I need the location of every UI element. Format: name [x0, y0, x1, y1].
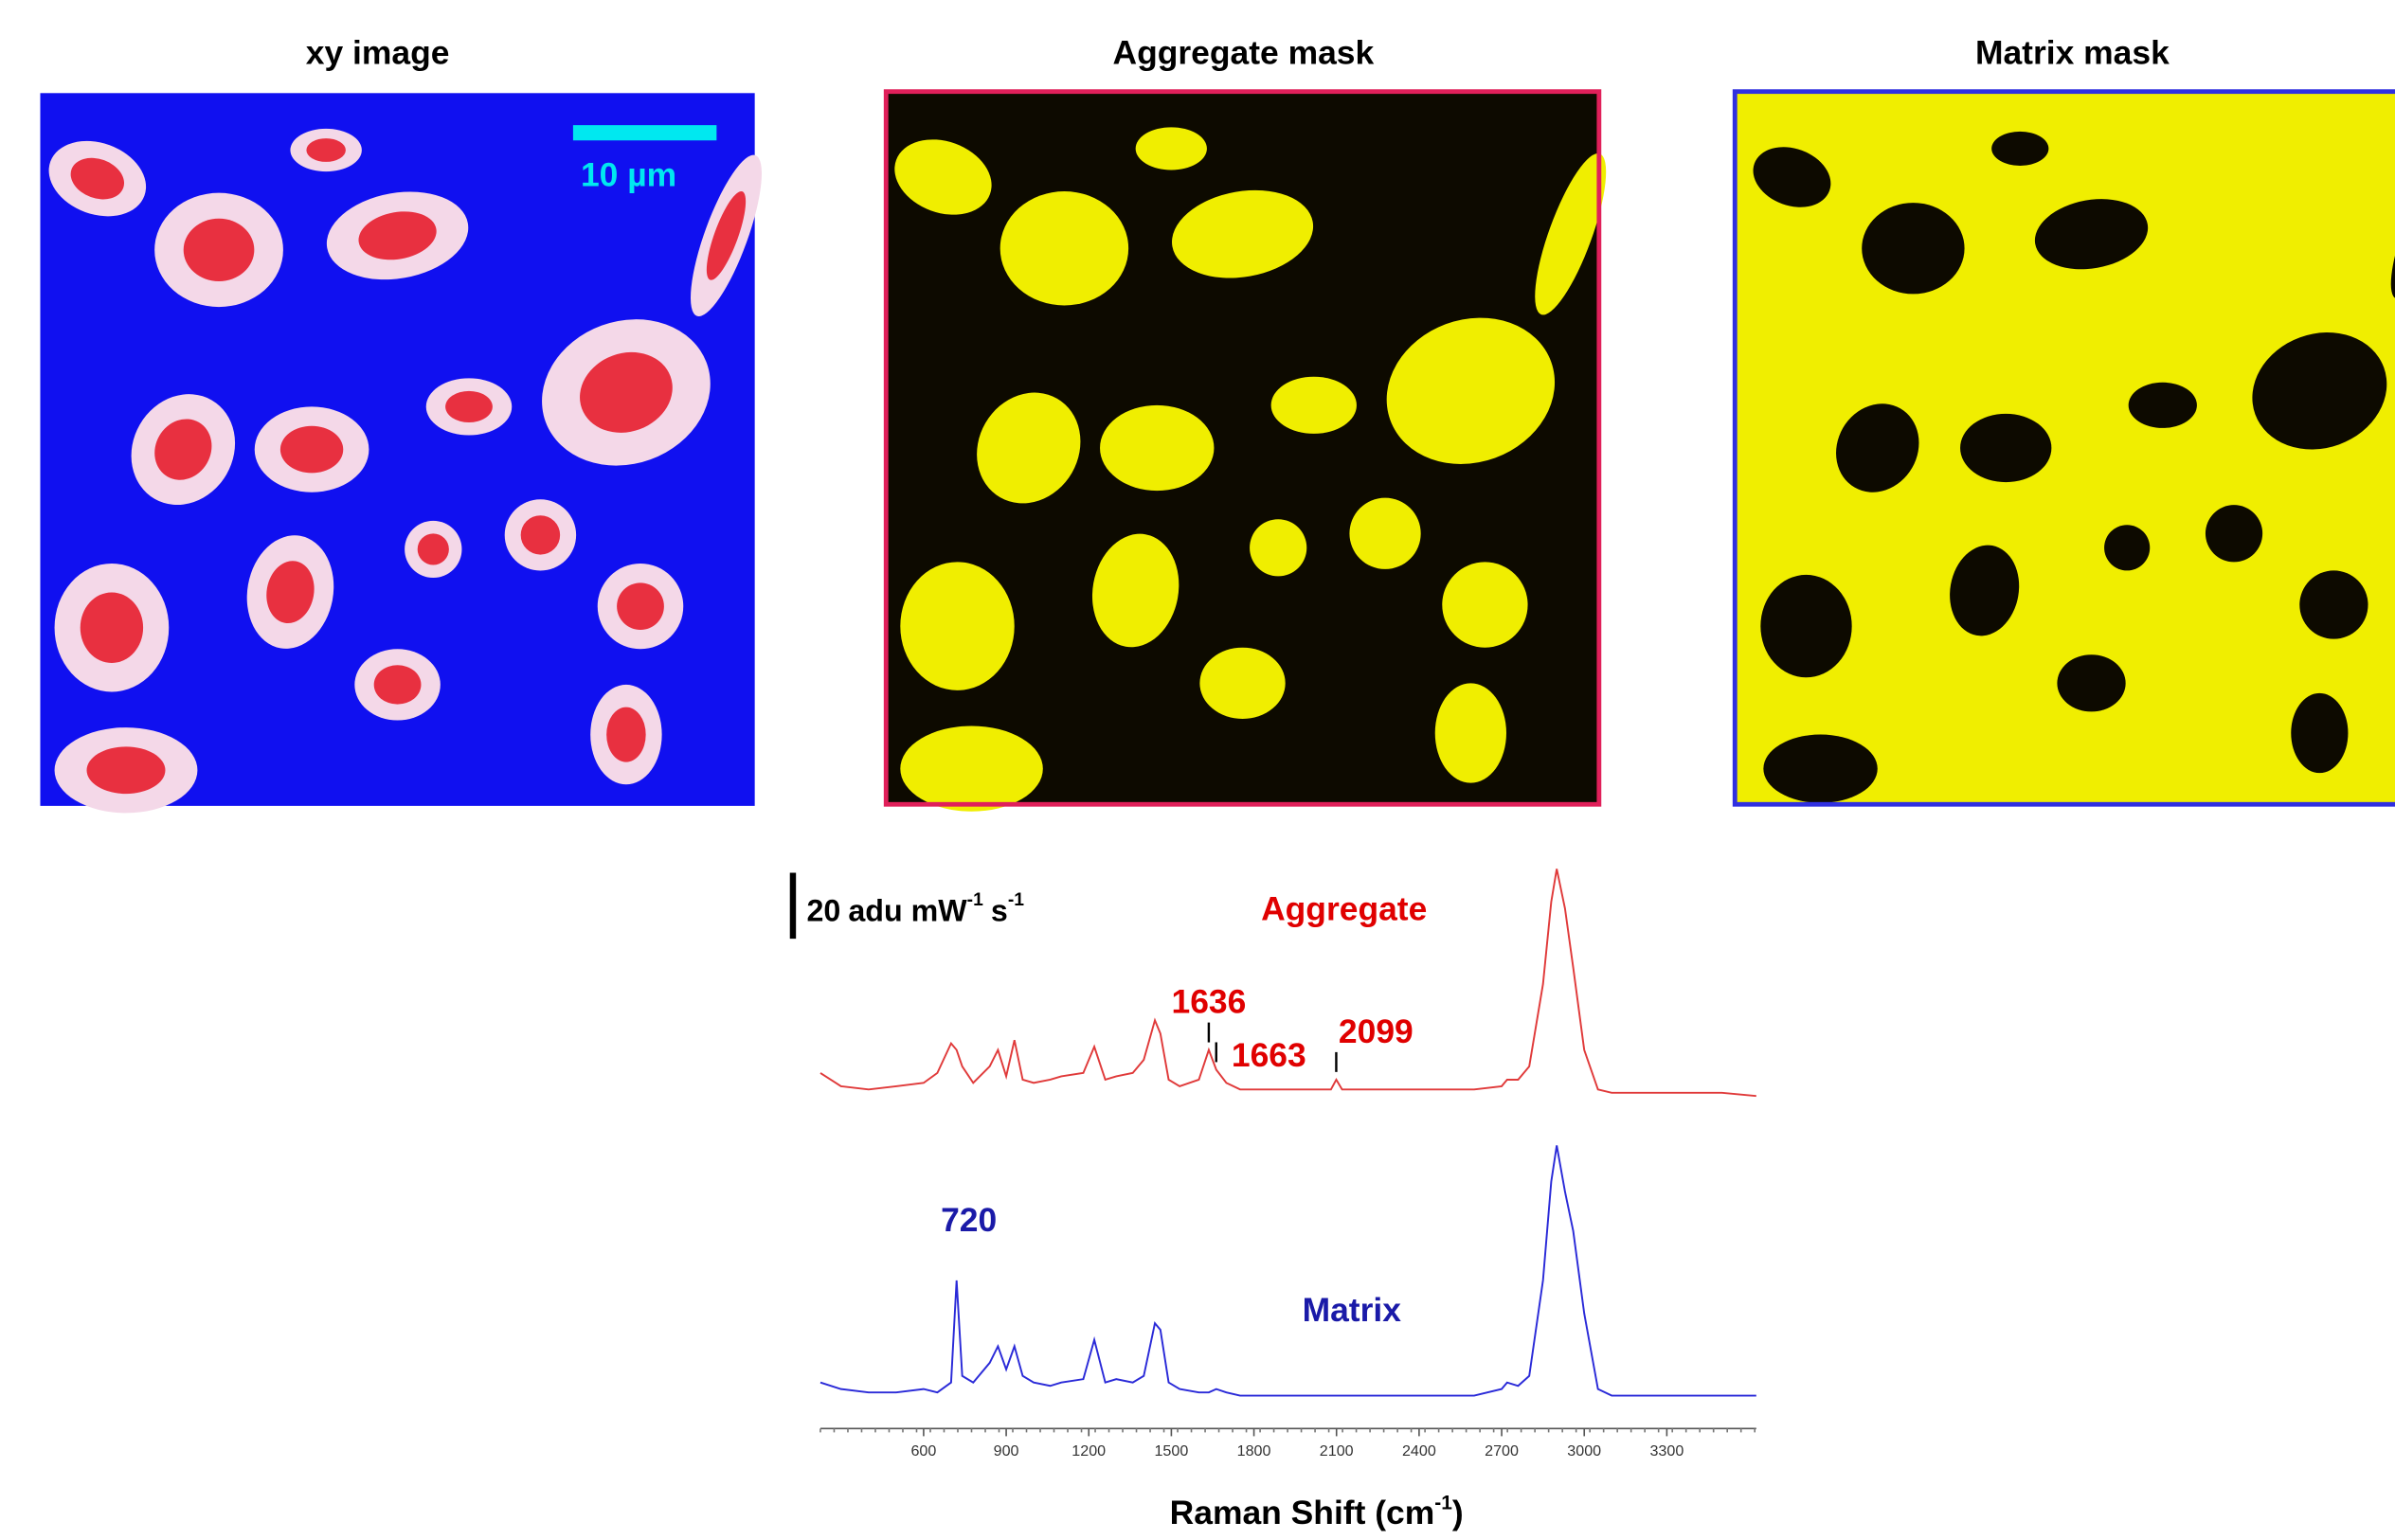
- blob: [2291, 693, 2348, 773]
- blob: [374, 665, 422, 704]
- blob: [1862, 203, 1964, 294]
- x-tick-label: 3300: [1649, 1442, 1684, 1459]
- x-tick-label: 2400: [1402, 1442, 1436, 1459]
- blob: [445, 391, 493, 422]
- peak-label: 2099: [1339, 1012, 1414, 1050]
- blob: [1271, 377, 1357, 434]
- spectrum-line: [820, 1145, 1756, 1395]
- blob: [2104, 525, 2150, 570]
- blob: [2057, 654, 2125, 711]
- blob: [1763, 735, 1877, 803]
- blob: [1760, 575, 1851, 677]
- blob: [1100, 405, 1214, 491]
- x-tick-label: 600: [910, 1442, 936, 1459]
- blob: [1250, 519, 1306, 576]
- scale-unit-part: adu mW: [848, 893, 967, 927]
- blob: [1960, 414, 2051, 482]
- x-axis-label: Raman Shift (cm-1): [1170, 1492, 1464, 1532]
- x-tick-label: 3000: [1567, 1442, 1601, 1459]
- scale-label: 10 µm: [581, 155, 676, 193]
- scale-unit-part: -1: [1008, 890, 1024, 910]
- matrix-mask: [1735, 92, 2395, 805]
- blob: [81, 592, 143, 663]
- x-tick-label: 900: [994, 1442, 1019, 1459]
- scale-unit-part: -1: [967, 890, 983, 910]
- x-axis-label-part: -1: [1434, 1492, 1452, 1513]
- x-tick-label: 1500: [1154, 1442, 1188, 1459]
- peak-label: 720: [941, 1201, 997, 1239]
- blob: [900, 725, 1043, 811]
- blob: [184, 219, 255, 281]
- series-label: Aggregate: [1261, 889, 1427, 927]
- blob: [606, 707, 645, 762]
- figure: xy image Aggregate mask Matrix mask 10 µ…: [0, 0, 2395, 1540]
- x-tick-label: 1200: [1071, 1442, 1106, 1459]
- blob: [418, 533, 449, 564]
- blob: [1000, 191, 1128, 305]
- xy-image: [38, 93, 775, 813]
- blob: [521, 515, 560, 554]
- panel-title: xy image: [306, 33, 450, 71]
- blob: [1991, 132, 2048, 166]
- blob: [87, 746, 166, 794]
- blob: [306, 138, 345, 162]
- blob: [280, 426, 343, 474]
- blob: [1442, 562, 1527, 647]
- blob: [1435, 683, 1506, 782]
- x-tick-label: 1800: [1237, 1442, 1271, 1459]
- blob: [2206, 505, 2262, 562]
- blob: [617, 582, 664, 630]
- blob: [1199, 648, 1285, 719]
- x-axis-label-part: Raman Shift (cm: [1170, 1495, 1435, 1532]
- page: {"panels": [ {"title": "xy image", "scal…: [0, 0, 2395, 1540]
- spectrum-chart: 600 900 1200 1500 1800 2100 2400 2700 3000 3300 Ra…: [793, 868, 1756, 1531]
- aggregate-mask: [884, 92, 1620, 812]
- scale-value: 20: [806, 893, 840, 927]
- scale-bar: [573, 125, 716, 140]
- peak-label: 1636: [1171, 983, 1246, 1021]
- peak-label: 1663: [1232, 1036, 1306, 1074]
- series-label: Matrix: [1303, 1291, 1402, 1329]
- x-tick-label: 2700: [1485, 1442, 1519, 1459]
- x-axis-label-part: ): [1452, 1495, 1464, 1532]
- x-tick-label: 2100: [1320, 1442, 1354, 1459]
- blob: [2129, 383, 2197, 428]
- panel-title: Matrix mask: [1975, 33, 2170, 71]
- blob: [1136, 127, 1207, 170]
- panel-title: Aggregate mask: [1112, 33, 1374, 71]
- scale-unit-part: s: [991, 893, 1008, 927]
- blob: [2299, 570, 2368, 638]
- blob: [1349, 498, 1420, 569]
- blob: [900, 562, 1014, 689]
